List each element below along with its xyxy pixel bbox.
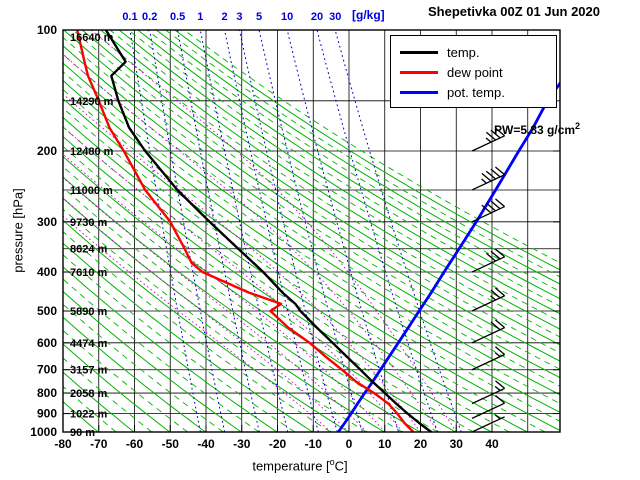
svg-text:5890 m: 5890 m	[70, 306, 108, 318]
height-labels: 16640 m 14290 m 12480 m 11000 m 9730 m 8624 m…	[70, 32, 114, 439]
pw-text: PW=5.83 g/cm	[494, 123, 576, 137]
svg-text:-30: -30	[233, 437, 251, 451]
wind-barb	[471, 248, 506, 273]
wind-barb	[471, 380, 506, 405]
legend-label: pot. temp.	[447, 84, 505, 100]
svg-text:7610 m: 7610 m	[70, 267, 108, 279]
svg-text:1000: 1000	[30, 425, 57, 439]
x-axis-label-degree: o	[329, 457, 335, 467]
svg-text:800: 800	[37, 386, 57, 400]
svg-text:0.5: 0.5	[170, 11, 185, 23]
svg-text:30: 30	[450, 437, 464, 451]
pot-temp-line-swatch	[400, 90, 438, 94]
svg-text:500: 500	[37, 304, 57, 318]
svg-text:2058 m: 2058 m	[70, 388, 108, 400]
legend-item-dewpoint: dew point	[400, 62, 556, 82]
x-axis-label-unit: C]	[334, 458, 348, 474]
svg-text:-10: -10	[305, 437, 323, 451]
dewpoint-curve	[76, 30, 415, 432]
wind-barb	[471, 414, 505, 433]
pot-temp-curve	[336, 81, 560, 432]
svg-text:12480 m: 12480 m	[70, 146, 114, 158]
svg-text:10: 10	[281, 11, 293, 23]
plot-area	[63, 30, 560, 432]
svg-text:300: 300	[37, 215, 57, 229]
svg-text:-20: -20	[269, 437, 287, 451]
legend-label: temp.	[447, 44, 480, 60]
svg-text:11000 m: 11000 m	[70, 185, 113, 197]
dewpoint-line-swatch	[400, 70, 438, 74]
mixing-ratio-unit-label: [g/kg]	[352, 8, 385, 22]
y-axis-label: pressure [hPa]	[10, 188, 26, 273]
legend-item-pot-temp: pot. temp.	[400, 82, 556, 102]
svg-text:90 m: 90 m	[70, 427, 95, 439]
axis-ticks	[62, 29, 560, 433]
mixing-ratio-labels: 0.1 0.2 0.5 1 2 3 5 10 20 30	[122, 11, 341, 23]
svg-text:-40: -40	[197, 437, 215, 451]
svg-text:1022 m: 1022 m	[70, 409, 108, 421]
moist-adiabats	[63, 30, 457, 432]
svg-text:700: 700	[37, 363, 57, 377]
temp-tick-labels: -80 -70 -60 -50 -40 -30 -20 -10 0 10 20 30 40	[54, 437, 499, 451]
wind-barb	[471, 198, 506, 223]
pressure-tick-labels: 100 200 300 400 500 600 700 800 900 1000	[30, 23, 57, 439]
svg-text:14290 m: 14290 m	[70, 96, 114, 108]
wind-barb	[471, 346, 506, 371]
svg-text:30: 30	[329, 11, 341, 23]
legend-item-temp: temp.	[400, 42, 556, 62]
wind-barb	[471, 166, 506, 191]
wind-barb	[471, 319, 506, 344]
svg-text:3: 3	[236, 11, 242, 23]
svg-text:400: 400	[37, 265, 57, 279]
svg-text:0: 0	[346, 437, 353, 451]
svg-text:16640 m: 16640 m	[70, 32, 114, 44]
svg-text:10: 10	[378, 437, 392, 451]
wind-barb	[471, 127, 506, 152]
svg-text:-50: -50	[162, 437, 180, 451]
svg-text:3157 m: 3157 m	[70, 365, 108, 377]
svg-text:600: 600	[37, 336, 57, 350]
wind-barb	[471, 394, 506, 419]
svg-text:1: 1	[197, 11, 203, 23]
svg-text:2: 2	[221, 11, 227, 23]
svg-text:-60: -60	[126, 437, 144, 451]
pw-exponent: 2	[575, 121, 581, 131]
chart-title: Shepetivka 00Z 01 Jun 2020	[428, 4, 600, 19]
svg-text:20: 20	[311, 11, 323, 23]
svg-text:900: 900	[37, 407, 57, 421]
svg-text:9730 m: 9730 m	[70, 217, 108, 229]
svg-text:5: 5	[256, 11, 262, 23]
legend-label: dew point	[447, 64, 503, 80]
svg-text:-70: -70	[90, 437, 108, 451]
x-axis-label: temperature [oC]	[200, 457, 400, 473]
wind-barb	[471, 287, 506, 312]
svg-text:0.1: 0.1	[122, 11, 137, 23]
svg-text:20: 20	[414, 437, 428, 451]
temp-curve	[104, 30, 433, 432]
precipitable-water-annotation: PW=5.83 g/cm2	[494, 121, 580, 137]
plot-frame	[62, 29, 561, 433]
svg-text:200: 200	[37, 144, 57, 158]
legend: temp. dew point pot. temp.	[390, 35, 557, 108]
x-axis-label-text: temperature [	[252, 458, 330, 474]
svg-text:-80: -80	[54, 437, 72, 451]
temp-line-swatch	[400, 50, 438, 54]
svg-text:100: 100	[37, 23, 57, 37]
svg-text:4474 m: 4474 m	[70, 338, 108, 350]
svg-text:8624 m: 8624 m	[70, 244, 108, 256]
dry-adiabats	[63, 30, 560, 432]
svg-text:0.2: 0.2	[142, 11, 157, 23]
svg-text:40: 40	[485, 437, 499, 451]
